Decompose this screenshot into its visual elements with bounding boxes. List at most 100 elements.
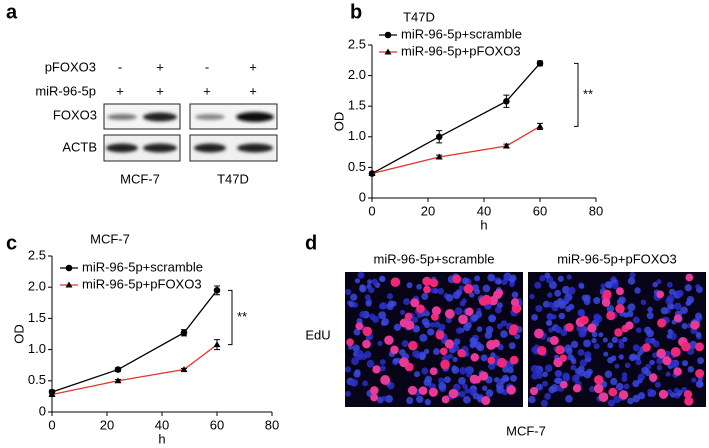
y-tick-label: 2.0: [28, 279, 46, 294]
nucleus: [571, 374, 580, 383]
x-axis-label: h: [158, 431, 165, 446]
nucleus: [566, 274, 572, 280]
nucleus: [684, 284, 692, 292]
edu-cell: [656, 348, 666, 359]
nucleus: [618, 342, 625, 349]
edu-cell: [439, 347, 448, 356]
sign: +: [249, 59, 257, 74]
nucleus: [357, 271, 365, 279]
edu-cell: [346, 338, 354, 347]
nucleus: [531, 346, 538, 354]
nucleus: [544, 272, 551, 279]
nucleus: [529, 293, 535, 300]
nucleus: [466, 371, 472, 378]
panel-label: b: [350, 1, 362, 23]
edu-cell: [657, 318, 667, 328]
row-label: miR-96-5p: [35, 83, 96, 98]
marker: [114, 366, 122, 373]
nucleus: [423, 378, 432, 387]
nucleus: [463, 396, 471, 404]
nucleus: [354, 369, 361, 376]
nucleus: [695, 331, 702, 338]
line: [51, 344, 218, 396]
nucleus: [476, 343, 485, 352]
y-tick-label: 0: [39, 403, 46, 418]
nucleus: [418, 351, 427, 360]
nucleus: [534, 281, 542, 289]
nucleus: [622, 336, 628, 343]
nucleus: [365, 300, 372, 307]
nucleus: [695, 312, 702, 320]
nucleus: [406, 282, 413, 289]
nucleus: [412, 325, 420, 333]
nucleus: [548, 386, 556, 394]
nucleus: [399, 309, 406, 316]
sign: +: [249, 83, 257, 98]
nucleus: [547, 301, 554, 308]
edu-cell: [418, 386, 428, 396]
nucleus: [419, 333, 428, 342]
nucleus: [584, 351, 592, 359]
nucleus: [558, 312, 566, 320]
nucleus: [635, 359, 642, 366]
nucleus: [604, 370, 613, 378]
nucleus: [438, 323, 446, 331]
nucleus: [667, 328, 673, 335]
edu-cell: [593, 383, 604, 394]
panel-label: d: [305, 232, 317, 254]
nucleus: [542, 371, 548, 378]
nucleus: [500, 330, 508, 338]
nucleus: [607, 399, 616, 407]
x-axis-label: h: [480, 217, 487, 232]
nucleus: [386, 303, 394, 311]
nucleus: [344, 366, 352, 373]
x-tick-label: 80: [265, 417, 279, 432]
marker: [213, 341, 221, 348]
nucleus: [583, 339, 591, 348]
nucleus: [589, 385, 596, 393]
nucleus: [447, 353, 454, 359]
nucleus: [379, 359, 386, 365]
nucleus: [656, 357, 664, 365]
nucleus: [393, 323, 402, 331]
nucleus: [647, 306, 653, 313]
nucleus: [484, 331, 493, 339]
edu-cell: [452, 274, 462, 284]
nucleus: [629, 272, 636, 279]
nucleus: [480, 354, 488, 362]
edu-cell: [481, 396, 491, 406]
nucleus: [577, 348, 585, 356]
nucleus: [665, 297, 673, 305]
x-tick-label: 20: [421, 203, 435, 218]
nucleus: [615, 382, 624, 391]
legend-marker: [65, 264, 73, 272]
nucleus: [618, 354, 624, 360]
edu-cell: [404, 312, 413, 321]
edu-cell: [648, 373, 658, 382]
nucleus: [554, 369, 563, 378]
nucleus: [471, 314, 479, 322]
nucleus: [641, 366, 649, 375]
chart-title: T47D: [403, 9, 435, 24]
bracket: [574, 62, 579, 127]
edu-cell: [615, 287, 624, 296]
nucleus: [691, 377, 697, 383]
nucleus: [666, 389, 673, 396]
edu-cell: [408, 340, 418, 351]
nucleus: [443, 376, 451, 384]
nucleus: [563, 296, 569, 302]
nucleus: [461, 277, 469, 285]
nucleus: [614, 363, 620, 369]
x-tick-label: 40: [477, 203, 491, 218]
edu-cell: [533, 328, 544, 339]
nucleus: [406, 396, 414, 405]
nucleus: [695, 284, 701, 290]
nucleus: [531, 313, 538, 321]
edu-cell: [355, 322, 364, 330]
nucleus: [605, 281, 614, 289]
nucleus: [438, 382, 447, 390]
edu-cell: [565, 322, 574, 332]
nucleus: [464, 388, 470, 394]
edu-cell: [673, 367, 682, 376]
x-tick-label: 20: [100, 417, 114, 432]
